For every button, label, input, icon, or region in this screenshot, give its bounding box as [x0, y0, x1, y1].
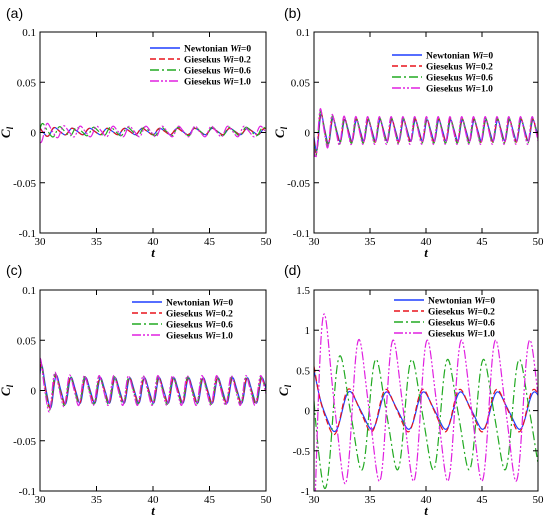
x-tick-label: 35 — [365, 236, 377, 248]
y-tick-label: 0 — [31, 128, 37, 140]
series-line-4 — [314, 313, 538, 491]
legend-entry-1: Newtonian Wi=0 — [426, 52, 493, 62]
series-line-3 — [314, 355, 538, 490]
y-tick-label: -0.1 — [19, 486, 36, 498]
legend-entry-1: Newtonian Wi=0 — [166, 299, 233, 309]
legend-entry-3: Giesekus Wi=0.6 — [166, 321, 233, 331]
series-line-4 — [40, 357, 266, 413]
x-tick-label: 45 — [477, 494, 489, 506]
y-tick-label: -0.05 — [13, 436, 36, 448]
x-axis-label: t — [151, 245, 155, 260]
legend-entry-2: Giesekus Wi=0.2 — [166, 310, 233, 320]
x-tick-label: 50 — [261, 494, 273, 506]
x-tick-label: 30 — [309, 236, 321, 248]
legend-entry-4: Giesekus Wi=1.0 — [426, 85, 493, 95]
y-tick-label: 0 — [305, 128, 311, 140]
x-tick-label: 35 — [91, 236, 103, 248]
legend-entry-3: Giesekus Wi=0.6 — [426, 74, 493, 84]
chart-panel-1: 30 35 40 45 50 0.1 0.05 0 -0.05 -0.1 t Cl Newtonian … — [0, 27, 272, 260]
chart-panel-3: 30 35 40 45 50 0.1 0.05 0 -0.05 -0.1 t Cl Newtonian … — [0, 285, 272, 518]
legend-entry-4: Giesekus Wi=1.0 — [166, 332, 233, 342]
y-tick-label: 1.5 — [296, 285, 310, 297]
legend-entry-2: Giesekus Wi=0.2 — [428, 308, 495, 318]
y-tick-label: 0.05 — [17, 335, 37, 347]
y-tick-label: -1 — [301, 486, 310, 498]
y-tick-label: 0 — [305, 406, 311, 418]
x-tick-label: 35 — [91, 494, 103, 506]
panel-label-c: (c) — [6, 262, 23, 278]
y-tick-label: 0.1 — [296, 27, 310, 39]
series-line-3 — [40, 122, 266, 138]
legend-entry-1: Newtonian Wi=0 — [184, 45, 251, 55]
y-axis-label: Cl — [276, 384, 293, 396]
chart-panel-2: 30 35 40 45 50 0.1 0.05 0 -0.05 -0.1 t Cl Newtonian … — [272, 27, 544, 260]
x-tick-label: 30 — [309, 494, 321, 506]
panel-label-a: (a) — [6, 5, 24, 21]
x-tick-label: 40 — [148, 494, 160, 506]
series-line-4 — [40, 122, 266, 144]
y-tick-label: 0.05 — [291, 77, 311, 89]
y-tick-label: -0.05 — [287, 178, 310, 190]
series-line-4 — [314, 107, 538, 159]
legend-entry-4: Giesekus Wi=1.0 — [428, 330, 495, 340]
y-axis-label: Cl — [272, 126, 289, 138]
series-line-3 — [40, 360, 266, 411]
legend-entry-2: Giesekus Wi=0.2 — [426, 63, 493, 73]
y-tick-label: 0.1 — [22, 27, 36, 39]
x-tick-label: 50 — [533, 494, 545, 506]
panel-label-d: (d) — [284, 262, 302, 278]
y-tick-label: 0 — [31, 386, 37, 398]
y-tick-label: -0.5 — [293, 446, 311, 458]
x-axis-label: t — [151, 503, 155, 518]
y-tick-label: -0.1 — [19, 228, 36, 240]
x-tick-label: 50 — [261, 236, 273, 248]
series-line-2 — [314, 366, 538, 436]
legend-entry-3: Giesekus Wi=0.6 — [428, 319, 495, 329]
legend-entry-1: Newtonian Wi=0 — [428, 297, 495, 307]
legend-entry-2: Giesekus Wi=0.2 — [184, 56, 251, 66]
x-axis-label: t — [424, 503, 428, 518]
y-tick-label: 0.05 — [17, 77, 37, 89]
x-tick-label: 50 — [533, 236, 545, 248]
y-tick-label: 1 — [305, 325, 311, 337]
y-tick-label: -0.05 — [13, 178, 36, 190]
x-tick-label: 40 — [148, 236, 160, 248]
x-axis-label: t — [424, 245, 428, 260]
x-tick-label: 45 — [204, 236, 216, 248]
panel-label-b: (b) — [284, 5, 302, 21]
x-tick-label: 45 — [477, 236, 489, 248]
x-tick-label: 35 — [365, 494, 377, 506]
legend-entry-3: Giesekus Wi=0.6 — [184, 67, 251, 77]
x-tick-label: 30 — [35, 236, 47, 248]
y-axis-label: Cl — [0, 126, 15, 138]
x-tick-label: 30 — [35, 494, 47, 506]
y-axis-label: Cl — [0, 384, 15, 396]
y-tick-label: -0.1 — [293, 228, 310, 240]
y-tick-label: 0.1 — [22, 285, 36, 297]
legend-entry-4: Giesekus Wi=1.0 — [184, 78, 251, 88]
chart-panel-4: 30 35 40 45 50 1.5 1 0.5 0 -0.5 -1 t Cl Newtonian Wi=… — [276, 285, 545, 518]
y-tick-label: 0.5 — [296, 365, 310, 377]
x-tick-label: 40 — [421, 494, 433, 506]
x-tick-label: 40 — [421, 236, 433, 248]
x-tick-label: 45 — [204, 494, 216, 506]
